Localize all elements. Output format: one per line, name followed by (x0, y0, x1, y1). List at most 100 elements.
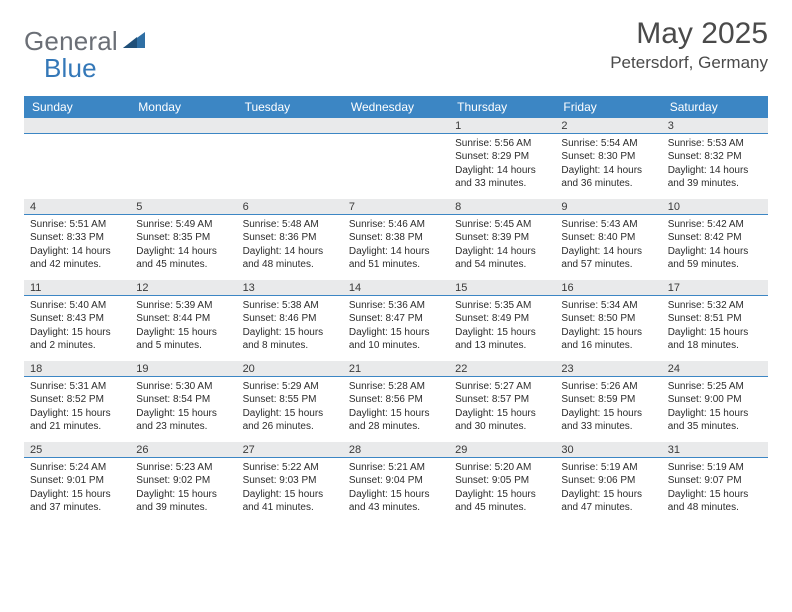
day-details: Sunrise: 5:21 AMSunset: 9:04 PMDaylight:… (343, 458, 449, 523)
sunset-text: Sunset: 8:42 PM (668, 231, 762, 245)
day-number: 8 (449, 199, 555, 215)
day-details: Sunrise: 5:34 AMSunset: 8:50 PMDaylight:… (555, 296, 661, 361)
calendar-cell: 19Sunrise: 5:30 AMSunset: 8:54 PMDayligh… (130, 361, 236, 442)
sunrise-text: Sunrise: 5:22 AM (243, 461, 337, 475)
day-number: 13 (237, 280, 343, 296)
daylight-text: Daylight: 15 hours and 28 minutes. (349, 407, 443, 434)
day-details: Sunrise: 5:40 AMSunset: 8:43 PMDaylight:… (24, 296, 130, 361)
sunrise-text: Sunrise: 5:36 AM (349, 299, 443, 313)
calendar-cell: 22Sunrise: 5:27 AMSunset: 8:57 PMDayligh… (449, 361, 555, 442)
day-details: Sunrise: 5:54 AMSunset: 8:30 PMDaylight:… (555, 134, 661, 199)
day-details: Sunrise: 5:24 AMSunset: 9:01 PMDaylight:… (24, 458, 130, 523)
day-details: Sunrise: 5:56 AMSunset: 8:29 PMDaylight:… (449, 134, 555, 199)
calendar-cell: 31Sunrise: 5:19 AMSunset: 9:07 PMDayligh… (662, 442, 768, 523)
daylight-text: Daylight: 14 hours and 51 minutes. (349, 245, 443, 272)
sunset-text: Sunset: 8:54 PM (136, 393, 230, 407)
day-details: Sunrise: 5:28 AMSunset: 8:56 PMDaylight:… (343, 377, 449, 442)
calendar-cell: 28Sunrise: 5:21 AMSunset: 9:04 PMDayligh… (343, 442, 449, 523)
sunrise-text: Sunrise: 5:21 AM (349, 461, 443, 475)
day-number: 4 (24, 199, 130, 215)
brand-logo: General (24, 18, 147, 57)
day-number: 28 (343, 442, 449, 458)
day-number: 6 (237, 199, 343, 215)
day-number: 18 (24, 361, 130, 377)
sunrise-text: Sunrise: 5:34 AM (561, 299, 655, 313)
sunset-text: Sunset: 9:01 PM (30, 474, 124, 488)
calendar-cell: 18Sunrise: 5:31 AMSunset: 8:52 PMDayligh… (24, 361, 130, 442)
sunset-text: Sunset: 8:38 PM (349, 231, 443, 245)
sunset-text: Sunset: 8:35 PM (136, 231, 230, 245)
sunrise-text: Sunrise: 5:45 AM (455, 218, 549, 232)
daylight-text: Daylight: 15 hours and 2 minutes. (30, 326, 124, 353)
calendar-cell: 21Sunrise: 5:28 AMSunset: 8:56 PMDayligh… (343, 361, 449, 442)
daylight-text: Daylight: 14 hours and 36 minutes. (561, 164, 655, 191)
day-number: 22 (449, 361, 555, 377)
day-details: Sunrise: 5:42 AMSunset: 8:42 PMDaylight:… (662, 215, 768, 280)
sunset-text: Sunset: 8:47 PM (349, 312, 443, 326)
sunrise-text: Sunrise: 5:53 AM (668, 137, 762, 151)
sunrise-text: Sunrise: 5:30 AM (136, 380, 230, 394)
sunset-text: Sunset: 8:50 PM (561, 312, 655, 326)
daylight-text: Daylight: 14 hours and 39 minutes. (668, 164, 762, 191)
sunrise-text: Sunrise: 5:20 AM (455, 461, 549, 475)
day-details: Sunrise: 5:53 AMSunset: 8:32 PMDaylight:… (662, 134, 768, 199)
daylight-text: Daylight: 15 hours and 33 minutes. (561, 407, 655, 434)
calendar-cell: 3Sunrise: 5:53 AMSunset: 8:32 PMDaylight… (662, 118, 768, 199)
day-number: 14 (343, 280, 449, 296)
sunrise-text: Sunrise: 5:40 AM (30, 299, 124, 313)
sunrise-text: Sunrise: 5:35 AM (455, 299, 549, 313)
sunrise-text: Sunrise: 5:29 AM (243, 380, 337, 394)
daylight-text: Daylight: 14 hours and 54 minutes. (455, 245, 549, 272)
sunset-text: Sunset: 9:02 PM (136, 474, 230, 488)
calendar-cell: 25Sunrise: 5:24 AMSunset: 9:01 PMDayligh… (24, 442, 130, 523)
daylight-text: Daylight: 15 hours and 35 minutes. (668, 407, 762, 434)
day-number: 11 (24, 280, 130, 296)
sunset-text: Sunset: 8:32 PM (668, 150, 762, 164)
daylight-text: Daylight: 15 hours and 5 minutes. (136, 326, 230, 353)
daylight-text: Daylight: 15 hours and 21 minutes. (30, 407, 124, 434)
sunset-text: Sunset: 9:07 PM (668, 474, 762, 488)
day-details: Sunrise: 5:27 AMSunset: 8:57 PMDaylight:… (449, 377, 555, 442)
daylight-text: Daylight: 15 hours and 37 minutes. (30, 488, 124, 515)
day-details (237, 134, 343, 198)
calendar-cell: 2Sunrise: 5:54 AMSunset: 8:30 PMDaylight… (555, 118, 661, 199)
sunset-text: Sunset: 8:39 PM (455, 231, 549, 245)
day-details: Sunrise: 5:49 AMSunset: 8:35 PMDaylight:… (130, 215, 236, 280)
calendar-cell (24, 118, 130, 199)
calendar-cell: 16Sunrise: 5:34 AMSunset: 8:50 PMDayligh… (555, 280, 661, 361)
day-number: 16 (555, 280, 661, 296)
day-number (130, 118, 236, 134)
sunrise-text: Sunrise: 5:48 AM (243, 218, 337, 232)
weekday-mon: Monday (130, 96, 236, 118)
daylight-text: Daylight: 15 hours and 43 minutes. (349, 488, 443, 515)
sunrise-text: Sunrise: 5:49 AM (136, 218, 230, 232)
sunrise-text: Sunrise: 5:23 AM (136, 461, 230, 475)
calendar-cell (130, 118, 236, 199)
daylight-text: Daylight: 14 hours and 57 minutes. (561, 245, 655, 272)
day-number: 23 (555, 361, 661, 377)
sunrise-text: Sunrise: 5:39 AM (136, 299, 230, 313)
day-details: Sunrise: 5:51 AMSunset: 8:33 PMDaylight:… (24, 215, 130, 280)
calendar-grid: 1Sunrise: 5:56 AMSunset: 8:29 PMDaylight… (24, 118, 768, 523)
day-number: 20 (237, 361, 343, 377)
day-number (237, 118, 343, 134)
weekday-sun: Sunday (24, 96, 130, 118)
calendar-cell: 5Sunrise: 5:49 AMSunset: 8:35 PMDaylight… (130, 199, 236, 280)
calendar-cell: 4Sunrise: 5:51 AMSunset: 8:33 PMDaylight… (24, 199, 130, 280)
sunset-text: Sunset: 8:33 PM (30, 231, 124, 245)
sunrise-text: Sunrise: 5:54 AM (561, 137, 655, 151)
day-details: Sunrise: 5:25 AMSunset: 9:00 PMDaylight:… (662, 377, 768, 442)
calendar-cell: 23Sunrise: 5:26 AMSunset: 8:59 PMDayligh… (555, 361, 661, 442)
sunset-text: Sunset: 8:46 PM (243, 312, 337, 326)
daylight-text: Daylight: 14 hours and 45 minutes. (136, 245, 230, 272)
day-number: 21 (343, 361, 449, 377)
day-number: 10 (662, 199, 768, 215)
day-number: 27 (237, 442, 343, 458)
sunrise-text: Sunrise: 5:51 AM (30, 218, 124, 232)
sunset-text: Sunset: 8:40 PM (561, 231, 655, 245)
day-details: Sunrise: 5:36 AMSunset: 8:47 PMDaylight:… (343, 296, 449, 361)
sunset-text: Sunset: 9:05 PM (455, 474, 549, 488)
sunrise-text: Sunrise: 5:25 AM (668, 380, 762, 394)
day-details: Sunrise: 5:38 AMSunset: 8:46 PMDaylight:… (237, 296, 343, 361)
sunrise-text: Sunrise: 5:27 AM (455, 380, 549, 394)
